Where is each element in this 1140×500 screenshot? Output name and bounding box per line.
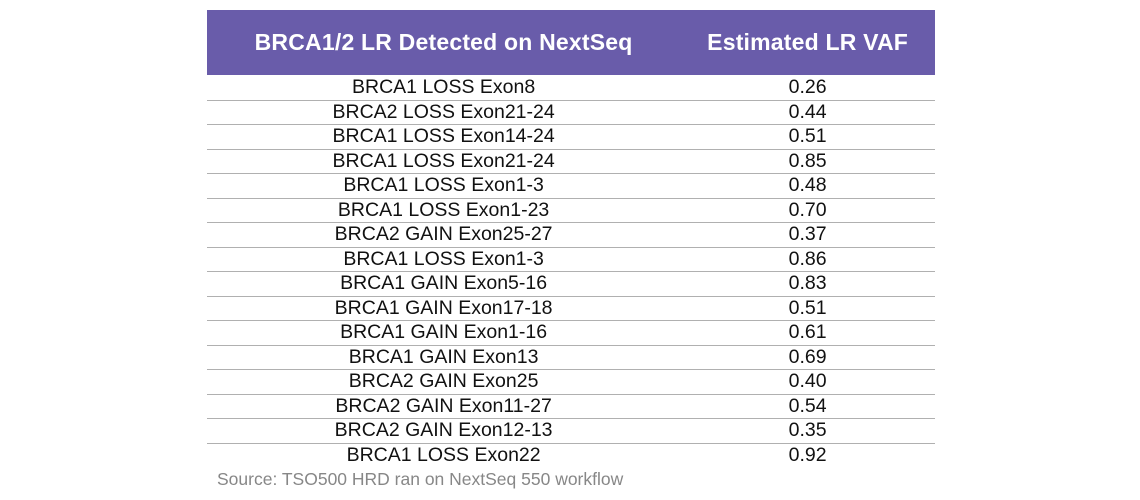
- estimated-vaf-cell: 0.85: [788, 149, 827, 172]
- table-row: BRCA1 LOSS Exon22 0.92: [207, 442, 935, 468]
- lr-detected-cell: BRCA1 LOSS Exon22: [346, 443, 541, 466]
- table-row: BRCA1 LOSS Exon1-3 0.48: [207, 173, 935, 198]
- estimated-vaf-cell: 0.92: [788, 443, 827, 466]
- estimated-vaf-cell: 0.61: [788, 321, 827, 343]
- table-header-row: BRCA1/2 LR Detected on NextSeq Estimated…: [207, 10, 935, 75]
- estimated-vaf-cell: 0.26: [788, 75, 827, 98]
- table-row: BRCA2 GAIN Exon12-13 0.35: [207, 418, 935, 443]
- table-row: BRCA1 LOSS Exon14-24 0.51: [207, 124, 935, 149]
- estimated-vaf-cell: 0.51: [788, 296, 827, 319]
- estimated-vaf-cell: 0.70: [788, 198, 827, 221]
- estimated-vaf-cell: 0.35: [788, 419, 827, 441]
- lr-detected-cell: BRCA2 GAIN Exon12-13: [334, 419, 553, 441]
- lr-detected-cell: BRCA1 LOSS Exon14-24: [332, 125, 555, 147]
- table-row: BRCA1 GAIN Exon13 0.69: [207, 344, 935, 370]
- table-row: BRCA2 LOSS Exon21-24 0.44: [207, 99, 935, 125]
- estimated-vaf-cell: 0.69: [788, 345, 827, 368]
- table-row: BRCA1 GAIN Exon17-18 0.51: [207, 295, 935, 321]
- lr-detected-cell: BRCA2 GAIN Exon11-27: [335, 394, 552, 417]
- estimated-vaf-cell: 0.37: [788, 223, 827, 245]
- lr-detected-cell: BRCA1 GAIN Exon5-16: [340, 272, 548, 294]
- lr-detected-cell: BRCA1 LOSS Exon8: [352, 75, 536, 98]
- lr-detected-cell: BRCA2 GAIN Exon25: [348, 370, 539, 392]
- estimated-vaf-cell: 0.48: [788, 174, 827, 196]
- lr-detected-cell: BRCA1 GAIN Exon1-16: [340, 321, 548, 343]
- column-header-estimated-vaf: Estimated LR VAF: [707, 29, 909, 55]
- table-row: BRCA1 LOSS Exon8 0.26: [207, 75, 935, 100]
- lr-detected-cell: BRCA2 LOSS Exon21-24: [332, 100, 555, 123]
- table-row: BRCA1 GAIN Exon5-16 0.83: [207, 271, 935, 296]
- estimated-vaf-cell: 0.51: [788, 125, 827, 147]
- estimated-vaf-cell: 0.44: [788, 100, 827, 123]
- table-row: BRCA1 LOSS Exon21-24 0.85: [207, 148, 935, 174]
- table-row: BRCA2 GAIN Exon11-27 0.54: [207, 393, 935, 419]
- estimated-vaf-cell: 0.40: [788, 370, 827, 392]
- table-row: BRCA1 GAIN Exon1-16 0.61: [207, 320, 935, 345]
- lr-detected-cell: BRCA1 LOSS Exon1-3: [343, 247, 544, 270]
- table-row: BRCA2 GAIN Exon25-27 0.37: [207, 222, 935, 247]
- lr-detected-cell: BRCA1 LOSS Exon21-24: [332, 149, 555, 172]
- estimated-vaf-cell: 0.83: [788, 272, 827, 294]
- lr-detected-cell: BRCA1 LOSS Exon1-3: [343, 174, 544, 196]
- brca-lr-table: BRCA1/2 LR Detected on NextSeq Estimated…: [207, 10, 935, 467]
- table-row: BRCA1 LOSS Exon1-3 0.86: [207, 246, 935, 272]
- table-row: BRCA1 LOSS Exon1-23 0.70: [207, 197, 935, 223]
- lr-detected-cell: BRCA2 GAIN Exon25-27: [334, 223, 553, 245]
- source-note: Source: TSO500 HRD ran on NextSeq 550 wo…: [217, 469, 624, 489]
- estimated-vaf-cell: 0.86: [788, 247, 827, 270]
- lr-detected-cell: BRCA1 GAIN Exon13: [348, 345, 539, 368]
- table-row: BRCA2 GAIN Exon25 0.40: [207, 369, 935, 394]
- lr-detected-cell: BRCA1 LOSS Exon1-23: [337, 198, 550, 221]
- column-header-lr-detected: BRCA1/2 LR Detected on NextSeq: [254, 29, 633, 55]
- estimated-vaf-cell: 0.54: [788, 394, 827, 417]
- lr-detected-cell: BRCA1 GAIN Exon17-18: [334, 296, 553, 319]
- table-body: BRCA1 LOSS Exon8 0.26 BRCA2 LOSS Exon21-24…: [207, 75, 935, 467]
